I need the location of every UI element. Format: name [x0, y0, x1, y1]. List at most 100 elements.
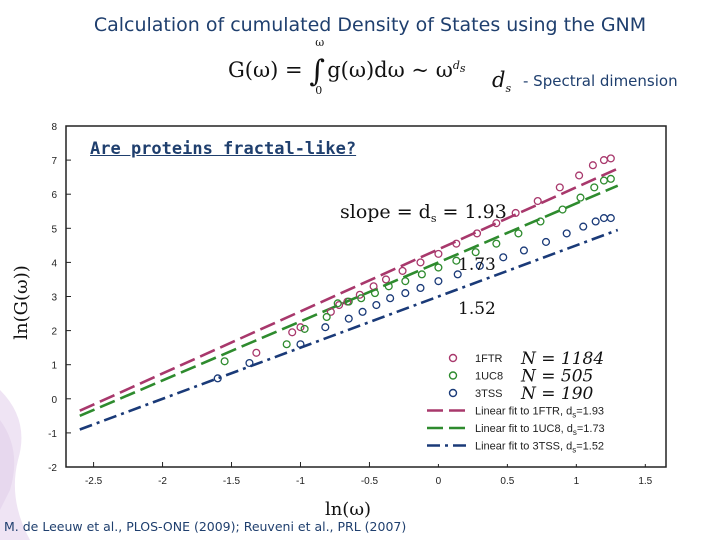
y-tick-label: 3	[51, 293, 57, 304]
data-point	[499, 253, 508, 262]
data-point	[434, 263, 443, 272]
legend-n: N = 190	[520, 384, 594, 404]
dos-formula: G(ω) = ∫ ω 0 g(ω)dω ~ ωds	[228, 36, 466, 97]
legend-n: N = 1184	[520, 349, 604, 369]
fractal-question: Are proteins fractal-like?	[90, 139, 357, 159]
y-tick-label: 7	[51, 156, 57, 167]
legend-marker	[448, 353, 458, 363]
data-point	[335, 300, 344, 310]
series-1UC8	[220, 174, 615, 366]
citation: M. de Leeuw et al., PLOS-ONE (2009); Reu…	[4, 519, 407, 534]
data-point	[213, 374, 222, 383]
data-point	[606, 154, 615, 163]
legend-marker	[448, 388, 458, 398]
data-point	[472, 229, 482, 238]
spectral-dimension-note: - Spectral dimension	[523, 72, 678, 90]
data-point	[434, 249, 443, 258]
y-tick-label: 2	[51, 327, 57, 338]
integral-lower-limit: 0	[315, 84, 323, 97]
data-point	[296, 340, 305, 349]
data-point	[401, 277, 410, 286]
data-point	[321, 323, 330, 332]
legend-fit-label: Linear fit to 1FTR, ds=1.93	[475, 406, 604, 420]
fit-line-0	[79, 167, 619, 412]
series-3TSS	[213, 214, 615, 383]
data-point	[416, 258, 425, 267]
data-point	[471, 248, 480, 257]
data-point	[252, 348, 261, 357]
ds-symbol-sub: s	[505, 82, 512, 96]
y-tick-label: -1	[48, 429, 57, 440]
legend-label: 1FTR	[475, 353, 503, 365]
data-point	[453, 270, 462, 279]
x-axis-label: ln(ω)	[325, 499, 371, 520]
integral-upper-limit: ω	[315, 36, 325, 49]
formula-integrand: g(ω)dω ~ ω	[327, 58, 453, 82]
data-point	[357, 294, 366, 303]
series-1FTR	[252, 154, 615, 357]
data-point	[401, 289, 410, 298]
data-point	[519, 246, 528, 255]
data-point	[606, 174, 615, 183]
slide-title: Calculation of cumulated Density of Stat…	[93, 14, 647, 36]
y-tick-label: 0	[51, 395, 57, 406]
data-point	[452, 256, 461, 265]
fit-line-1	[79, 184, 619, 418]
y-tick-label: 6	[51, 190, 57, 201]
data-point	[381, 275, 391, 284]
ds-symbol: ds	[492, 68, 511, 95]
data-point	[372, 300, 381, 310]
x-tick-label: -2	[158, 476, 167, 487]
data-point	[588, 161, 597, 170]
data-point	[344, 297, 353, 306]
data-point	[288, 328, 297, 337]
ds-symbol-main: d	[492, 68, 506, 92]
data-point	[416, 283, 425, 293]
y-tick-label: 1	[51, 361, 57, 372]
formula-exponent: d	[452, 59, 460, 72]
data-point	[333, 299, 342, 308]
data-point	[514, 229, 523, 238]
data-point	[492, 239, 501, 248]
y-tick-label: 5	[51, 224, 57, 235]
data-point	[555, 183, 564, 192]
data-point	[358, 307, 367, 316]
data-point	[417, 270, 426, 279]
legend-n: N = 505	[520, 367, 593, 387]
x-tick-label: 0	[436, 476, 442, 487]
x-tick-label: 1.5	[638, 476, 652, 487]
data-point	[606, 214, 615, 223]
background-decoration	[0, 390, 30, 540]
data-point	[575, 171, 584, 180]
data-point	[576, 193, 585, 202]
data-point	[533, 196, 542, 206]
data-point	[384, 282, 393, 291]
data-point	[326, 307, 335, 316]
legend-label: 3TSS	[475, 388, 503, 400]
data-point	[590, 183, 599, 192]
data-point	[591, 217, 600, 226]
fit-line-2	[79, 228, 619, 431]
data-point	[511, 208, 520, 218]
data-point	[492, 219, 501, 228]
data-point	[322, 312, 331, 322]
legend-fit-label: Linear fit to 3TSS, ds=1.52	[475, 441, 604, 455]
data-point	[562, 229, 571, 238]
x-tick-label: -2.5	[85, 476, 103, 487]
slope-annotation: slope = ds = 1.93	[340, 201, 507, 225]
slope-annotation-1uc8: 1.73	[458, 255, 496, 275]
y-axis-label: ln(G(ω))	[11, 265, 32, 340]
data-point	[434, 277, 443, 286]
data-point	[245, 358, 254, 368]
formula-exponent-sub: s	[459, 62, 466, 76]
legend-label: 1UC8	[475, 371, 503, 383]
data-point	[344, 314, 353, 323]
formula-lhs: G(ω) =	[228, 58, 310, 82]
data-point	[386, 294, 395, 303]
slope-annotation-3tss: 1.52	[458, 299, 496, 319]
y-tick-label: 4	[51, 258, 57, 269]
data-point	[579, 222, 588, 231]
data-point	[220, 357, 229, 366]
data-point	[452, 239, 461, 248]
